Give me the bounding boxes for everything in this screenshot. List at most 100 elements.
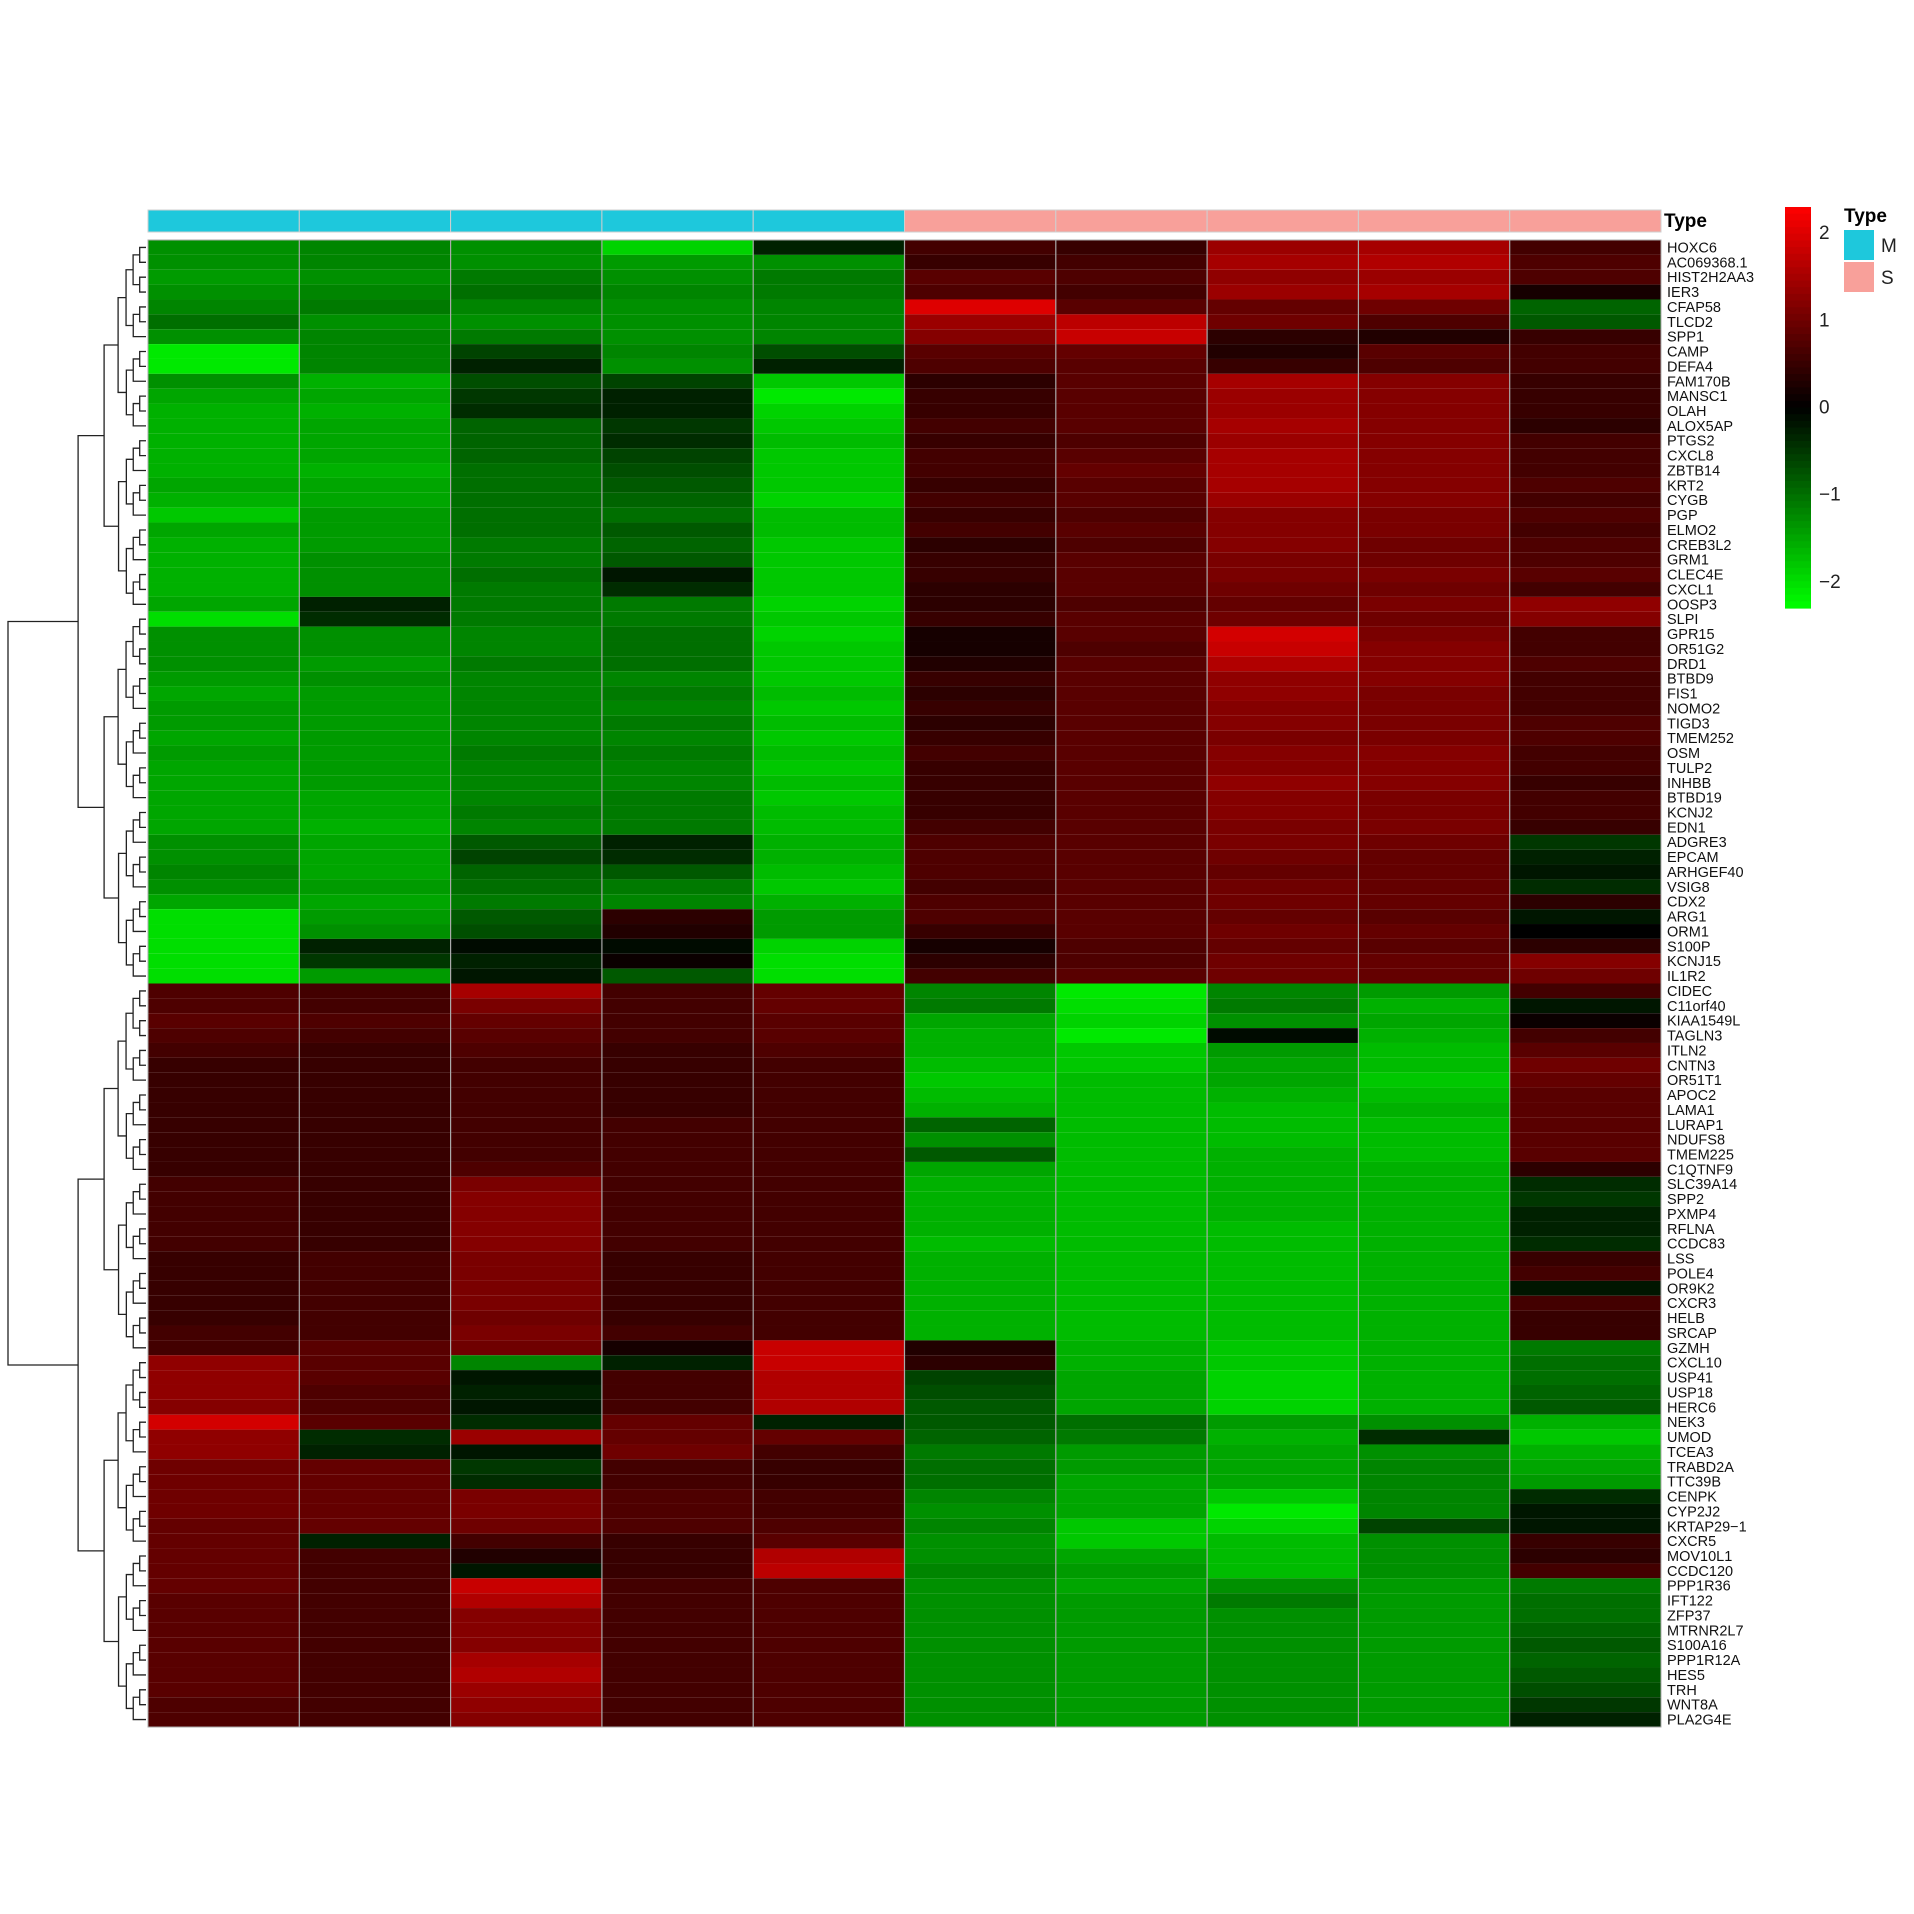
heatmap-cell: [1207, 1622, 1359, 1638]
heatmap-cell: [450, 507, 602, 523]
heatmap-cell: [1207, 805, 1359, 820]
heatmap-cell: [299, 537, 451, 553]
heatmap-cell: [450, 968, 602, 984]
heatmap-cell: [1358, 1548, 1510, 1564]
heatmap-cell: [904, 1102, 1056, 1118]
heatmap-cell: [1358, 879, 1510, 895]
heatmap-cell: [1509, 492, 1661, 508]
heatmap-cell: [299, 1578, 451, 1594]
heatmap-cell: [1358, 1608, 1510, 1623]
heatmap-cell: [1509, 269, 1661, 285]
heatmap-cell: [450, 358, 602, 374]
dendrogram-branch: [125, 1012, 134, 1070]
heatmap-cell: [601, 1622, 754, 1638]
dendrogram-branch: [139, 1228, 146, 1245]
heatmap-cell: [148, 715, 300, 731]
heatmap-cell: [450, 522, 602, 538]
heatmap-cell: [1055, 745, 1208, 761]
heatmap-cell: [1207, 254, 1359, 270]
heatmap-cell: [450, 1637, 602, 1653]
color-scale-step: [1785, 554, 1811, 562]
heatmap-cell: [148, 1102, 300, 1118]
color-scale-step: [1785, 233, 1811, 242]
heatmap-cell: [450, 1503, 602, 1519]
color-scale-tick-label: 2: [1819, 223, 1830, 244]
heatmap-cell: [1207, 537, 1359, 553]
heatmap-cell: [1509, 1310, 1661, 1326]
heatmap-cell: [299, 329, 451, 345]
heatmap-cell: [601, 909, 754, 925]
heatmap-cell: [299, 790, 451, 806]
heatmap-cell: [450, 1102, 602, 1118]
heatmap-cell: [299, 1251, 451, 1267]
heatmap-cell: [904, 1652, 1056, 1668]
heatmap-cell: [1207, 611, 1359, 627]
heatmap-cell: [1509, 1399, 1661, 1415]
heatmap-cell: [450, 1548, 602, 1564]
heatmap-cell: [904, 1117, 1056, 1133]
heatmap-cell: [601, 1147, 754, 1162]
row-label: ADGRE3: [1667, 835, 1727, 851]
heatmap-cell: [450, 686, 602, 701]
color-scale-step: [1785, 240, 1811, 248]
heatmap-cell: [753, 1548, 905, 1564]
heatmap-cell: [148, 314, 300, 330]
heatmap-cell: [450, 1459, 602, 1475]
heatmap-cell: [904, 507, 1056, 523]
heatmap-cell: [1509, 1221, 1661, 1237]
heatmap-cell: [601, 1429, 754, 1445]
heatmap-cell: [1358, 1563, 1510, 1579]
heatmap-cell: [1358, 492, 1510, 508]
heatmap-cell: [1358, 344, 1510, 359]
row-label: TULP2: [1667, 761, 1712, 777]
heatmap-cell: [450, 760, 602, 776]
heatmap-cell: [299, 1503, 451, 1519]
heatmap-cell: [1509, 1251, 1661, 1267]
heatmap-cell: [1509, 611, 1661, 627]
heatmap-cell: [450, 254, 602, 270]
heatmap-cell: [450, 1310, 602, 1326]
dendrogram-branch: [125, 1384, 134, 1442]
heatmap-cell: [1509, 745, 1661, 761]
heatmap-cell: [753, 1578, 905, 1594]
row-label: ELMO2: [1667, 523, 1716, 539]
heatmap-cell: [601, 671, 754, 687]
heatmap-cell: [904, 1533, 1056, 1549]
heatmap-cell: [904, 1147, 1056, 1162]
heatmap-cell: [753, 983, 905, 999]
heatmap-cell: [1055, 626, 1208, 642]
heatmap-cell: [1509, 1117, 1661, 1133]
heatmap-cell: [1358, 1295, 1510, 1311]
heatmap-cell: [1509, 1206, 1661, 1222]
heatmap-cell: [1358, 329, 1510, 345]
heatmap-cell: [450, 819, 602, 835]
heatmap-cell: [904, 745, 1056, 761]
dendrogram-branch: [139, 1020, 146, 1037]
heatmap-cell: [601, 1563, 754, 1579]
row-label: OR9K2: [1667, 1281, 1715, 1297]
heatmap-cell: [904, 373, 1056, 389]
heatmap-cell: [299, 909, 451, 925]
heatmap-cell: [148, 329, 300, 345]
heatmap-cell: [753, 1489, 905, 1504]
heatmap-cell: [601, 254, 754, 270]
dendrogram-branch: [103, 716, 119, 899]
heatmap-cell: [1358, 1251, 1510, 1267]
heatmap-cell: [299, 477, 451, 493]
heatmap-cell: [1358, 730, 1510, 746]
heatmap-cell: [1207, 240, 1359, 255]
heatmap-cell: [148, 522, 300, 538]
dendrogram-branch: [125, 830, 134, 877]
heatmap-cell: [299, 1013, 451, 1029]
color-scale-tick-label: −2: [1819, 572, 1841, 593]
heatmap-cell: [753, 864, 905, 880]
heatmap-cell: [148, 1147, 300, 1162]
heatmap-cell: [904, 671, 1056, 687]
heatmap-cell: [148, 745, 300, 761]
heatmap-cell: [601, 745, 754, 761]
heatmap-cell: [148, 388, 300, 404]
heatmap-cell: [1055, 1474, 1208, 1490]
heatmap-cell: [753, 1295, 905, 1311]
row-label: SRCAP: [1667, 1326, 1717, 1342]
heatmap-cell: [1358, 641, 1510, 657]
